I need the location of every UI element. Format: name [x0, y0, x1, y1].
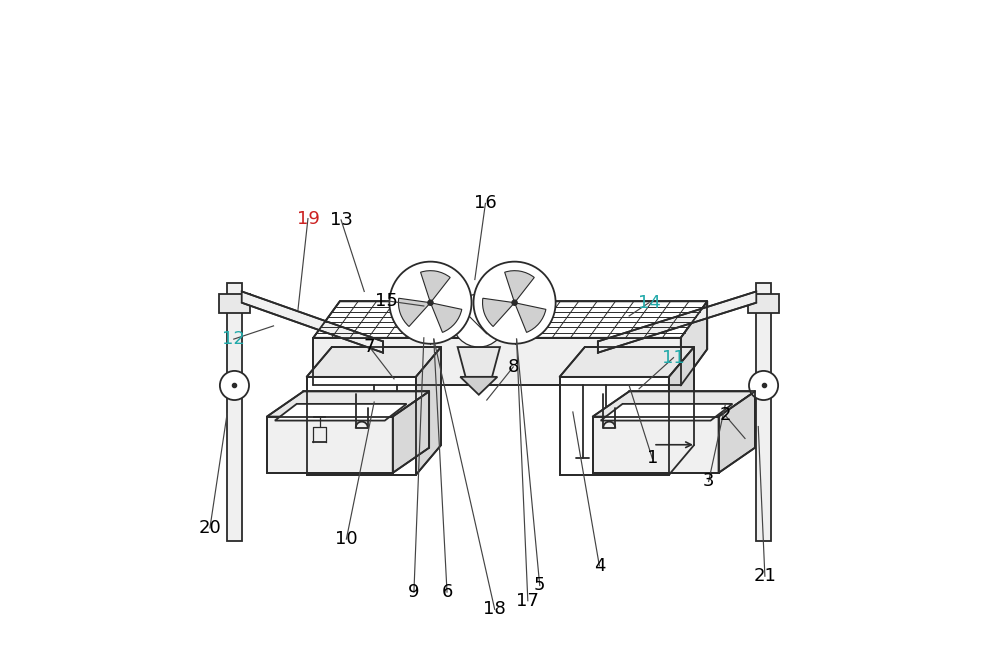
Text: 8: 8: [508, 358, 519, 376]
Text: 17: 17: [516, 592, 539, 610]
Wedge shape: [515, 303, 546, 332]
Text: 4: 4: [594, 557, 605, 575]
Polygon shape: [275, 404, 407, 420]
Bar: [219, 294, 250, 313]
Polygon shape: [460, 377, 497, 395]
Polygon shape: [267, 392, 429, 416]
Text: 21: 21: [753, 567, 776, 585]
Text: 2: 2: [719, 406, 731, 424]
Bar: [748, 294, 779, 313]
Text: 9: 9: [408, 583, 420, 601]
Text: 12: 12: [222, 330, 245, 348]
Text: 14: 14: [638, 294, 660, 312]
Polygon shape: [307, 347, 441, 377]
Polygon shape: [267, 416, 393, 473]
Polygon shape: [669, 347, 694, 475]
Circle shape: [220, 371, 249, 400]
Circle shape: [389, 261, 472, 344]
Polygon shape: [416, 347, 441, 475]
Text: 13: 13: [330, 211, 353, 229]
Text: 20: 20: [199, 519, 221, 537]
Text: 1: 1: [647, 450, 658, 467]
Polygon shape: [313, 301, 707, 338]
Text: 6: 6: [441, 583, 453, 601]
Polygon shape: [593, 416, 719, 473]
Text: 18: 18: [483, 600, 506, 618]
Text: 7: 7: [364, 338, 375, 356]
Polygon shape: [393, 392, 429, 473]
Polygon shape: [242, 291, 383, 352]
Circle shape: [427, 299, 434, 306]
Text: 11: 11: [662, 348, 685, 366]
Polygon shape: [560, 347, 694, 377]
Polygon shape: [719, 392, 755, 473]
Polygon shape: [458, 347, 500, 377]
Polygon shape: [598, 291, 756, 352]
Polygon shape: [681, 301, 707, 386]
Circle shape: [511, 299, 518, 306]
Polygon shape: [560, 377, 669, 475]
Polygon shape: [313, 338, 681, 386]
Polygon shape: [601, 404, 732, 420]
Polygon shape: [307, 377, 416, 475]
Wedge shape: [505, 271, 534, 303]
Text: 19: 19: [297, 209, 319, 227]
Text: 5: 5: [534, 577, 545, 595]
Wedge shape: [398, 298, 430, 327]
Text: 10: 10: [335, 530, 358, 548]
Circle shape: [452, 294, 505, 347]
Polygon shape: [593, 392, 755, 416]
Bar: [756, 283, 771, 541]
Circle shape: [474, 261, 556, 344]
Wedge shape: [421, 271, 450, 303]
Text: 15: 15: [375, 292, 398, 310]
Circle shape: [749, 371, 778, 400]
Wedge shape: [430, 303, 462, 332]
Text: 3: 3: [703, 473, 714, 491]
Text: 16: 16: [474, 194, 497, 212]
Wedge shape: [483, 298, 515, 327]
Bar: [227, 283, 242, 541]
